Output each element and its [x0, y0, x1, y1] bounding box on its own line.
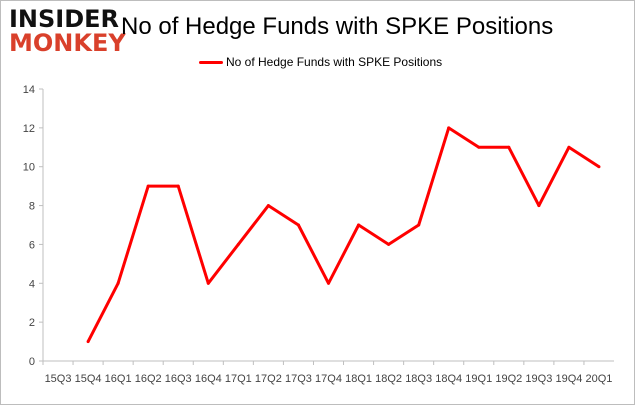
data-point	[477, 145, 481, 149]
legend-label: No of Hedge Funds with SPKE Positions	[226, 55, 443, 69]
data-point	[146, 184, 150, 188]
x-tick-label: 17Q3	[285, 373, 312, 385]
x-tick-label: 18Q4	[435, 373, 462, 385]
y-tick-label: 6	[29, 239, 35, 251]
data-point	[357, 223, 361, 227]
y-tick-label: 4	[29, 278, 35, 290]
x-tick-label: 16Q1	[105, 373, 132, 385]
x-tick-label: 17Q4	[315, 373, 342, 385]
chart-title: No of Hedge Funds with SPKE Positions	[121, 13, 554, 40]
legend-swatch	[199, 60, 223, 64]
data-point	[327, 281, 330, 285]
data-point	[86, 340, 90, 344]
data-point	[447, 126, 451, 130]
data-point	[296, 223, 300, 227]
y-tick-label: 2	[29, 317, 35, 329]
y-tick-label: 12	[23, 123, 35, 135]
x-tick-label: 17Q1	[225, 373, 252, 385]
data-point	[417, 223, 421, 227]
data-point	[507, 145, 511, 149]
x-tick-label: 19Q2	[495, 373, 522, 385]
data-point	[597, 165, 601, 169]
x-tick-label: 18Q3	[405, 373, 432, 385]
insider-monkey-logo: INSIDER MONKEY	[9, 5, 126, 57]
data-point	[206, 281, 210, 285]
x-tick-label: 15Q3	[45, 373, 72, 385]
x-tick-label: 18Q1	[345, 373, 372, 385]
data-point	[567, 145, 571, 149]
x-tick-label: 16Q3	[165, 373, 192, 385]
data-point	[116, 281, 120, 285]
data-point	[236, 242, 240, 246]
x-tick-label: 16Q4	[195, 373, 222, 385]
y-tick-label: 10	[23, 162, 35, 174]
x-tick-label: 20Q1	[586, 373, 613, 385]
x-tick-label: 19Q1	[465, 373, 492, 385]
data-point	[266, 204, 270, 208]
series-line	[86, 126, 600, 343]
y-tick-label: 8	[29, 201, 35, 213]
x-tick-label: 19Q3	[525, 373, 552, 385]
x-tick-label: 18Q2	[375, 373, 402, 385]
y-tick-label: 14	[23, 84, 35, 96]
data-point	[176, 184, 180, 188]
legend: No of Hedge Funds with SPKE Positions	[199, 55, 442, 69]
data-point	[387, 242, 391, 246]
x-tick-label: 16Q2	[135, 373, 162, 385]
y-tick-label: 0	[29, 356, 35, 368]
x-tick-label: 19Q4	[555, 373, 582, 385]
data-point	[537, 204, 541, 208]
x-tick-label: 15Q4	[75, 373, 102, 385]
x-tick-label: 17Q2	[255, 373, 282, 385]
